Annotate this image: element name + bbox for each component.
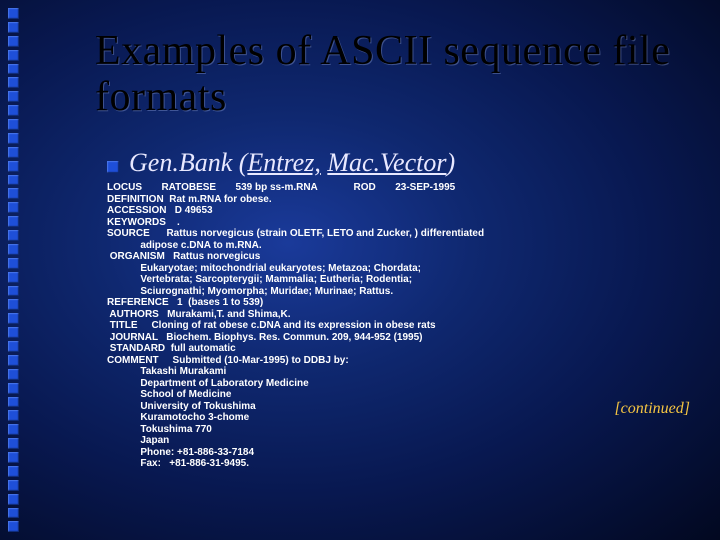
- decorative-bullet-icon: [8, 188, 19, 199]
- decorative-bullet-icon: [8, 286, 19, 297]
- decorative-bullet-icon: [8, 105, 19, 116]
- decorative-bullet-icon: [8, 508, 19, 519]
- subtitle-bullet-icon: [107, 161, 119, 173]
- decorative-bullet-icon: [8, 216, 19, 227]
- decorative-bullet-icon: [8, 494, 19, 505]
- decorative-bullet-icon: [8, 438, 19, 449]
- decorative-bullet-icon: [8, 8, 19, 19]
- decorative-bullet-icon: [8, 91, 19, 102]
- decorative-bullet-icon: [8, 452, 19, 463]
- decorative-bullet-icon: [8, 119, 19, 130]
- decorative-bullet-icon: [8, 521, 19, 532]
- left-bullet-strip: [8, 8, 22, 532]
- decorative-bullet-icon: [8, 313, 19, 324]
- continued-label: [continued]: [614, 400, 690, 418]
- slide-content: Examples of ASCII sequence file formats …: [95, 28, 690, 470]
- decorative-bullet-icon: [8, 424, 19, 435]
- decorative-bullet-icon: [8, 466, 19, 477]
- decorative-bullet-icon: [8, 77, 19, 88]
- decorative-bullet-icon: [8, 410, 19, 421]
- decorative-bullet-icon: [8, 202, 19, 213]
- decorative-bullet-icon: [8, 147, 19, 158]
- decorative-bullet-icon: [8, 161, 19, 172]
- paren-close: ): [446, 148, 455, 177]
- decorative-bullet-icon: [8, 244, 19, 255]
- decorative-bullet-icon: [8, 299, 19, 310]
- decorative-bullet-icon: [8, 50, 19, 61]
- decorative-bullet-icon: [8, 258, 19, 269]
- macvector-link[interactable]: Mac.Vector: [327, 148, 446, 177]
- decorative-bullet-icon: [8, 64, 19, 75]
- decorative-bullet-icon: [8, 397, 19, 408]
- decorative-bullet-icon: [8, 133, 19, 144]
- subtitle-prefix: Gen.Bank: [129, 148, 239, 177]
- genbank-record-block: LOCUS RATOBESE 539 bp ss-m.RNA ROD 23-SE…: [107, 182, 690, 470]
- subtitle-row: Gen.Bank (Entrez, Mac.Vector): [107, 148, 690, 178]
- decorative-bullet-icon: [8, 175, 19, 186]
- decorative-bullet-icon: [8, 230, 19, 241]
- subtitle-text: Gen.Bank (Entrez, Mac.Vector): [129, 148, 455, 178]
- decorative-bullet-icon: [8, 355, 19, 366]
- decorative-bullet-icon: [8, 369, 19, 380]
- decorative-bullet-icon: [8, 36, 19, 47]
- decorative-bullet-icon: [8, 480, 19, 491]
- slide-title: Examples of ASCII sequence file formats: [95, 28, 690, 120]
- entrez-link[interactable]: Entrez,: [247, 148, 320, 177]
- decorative-bullet-icon: [8, 327, 19, 338]
- decorative-bullet-icon: [8, 383, 19, 394]
- decorative-bullet-icon: [8, 272, 19, 283]
- decorative-bullet-icon: [8, 341, 19, 352]
- decorative-bullet-icon: [8, 22, 19, 33]
